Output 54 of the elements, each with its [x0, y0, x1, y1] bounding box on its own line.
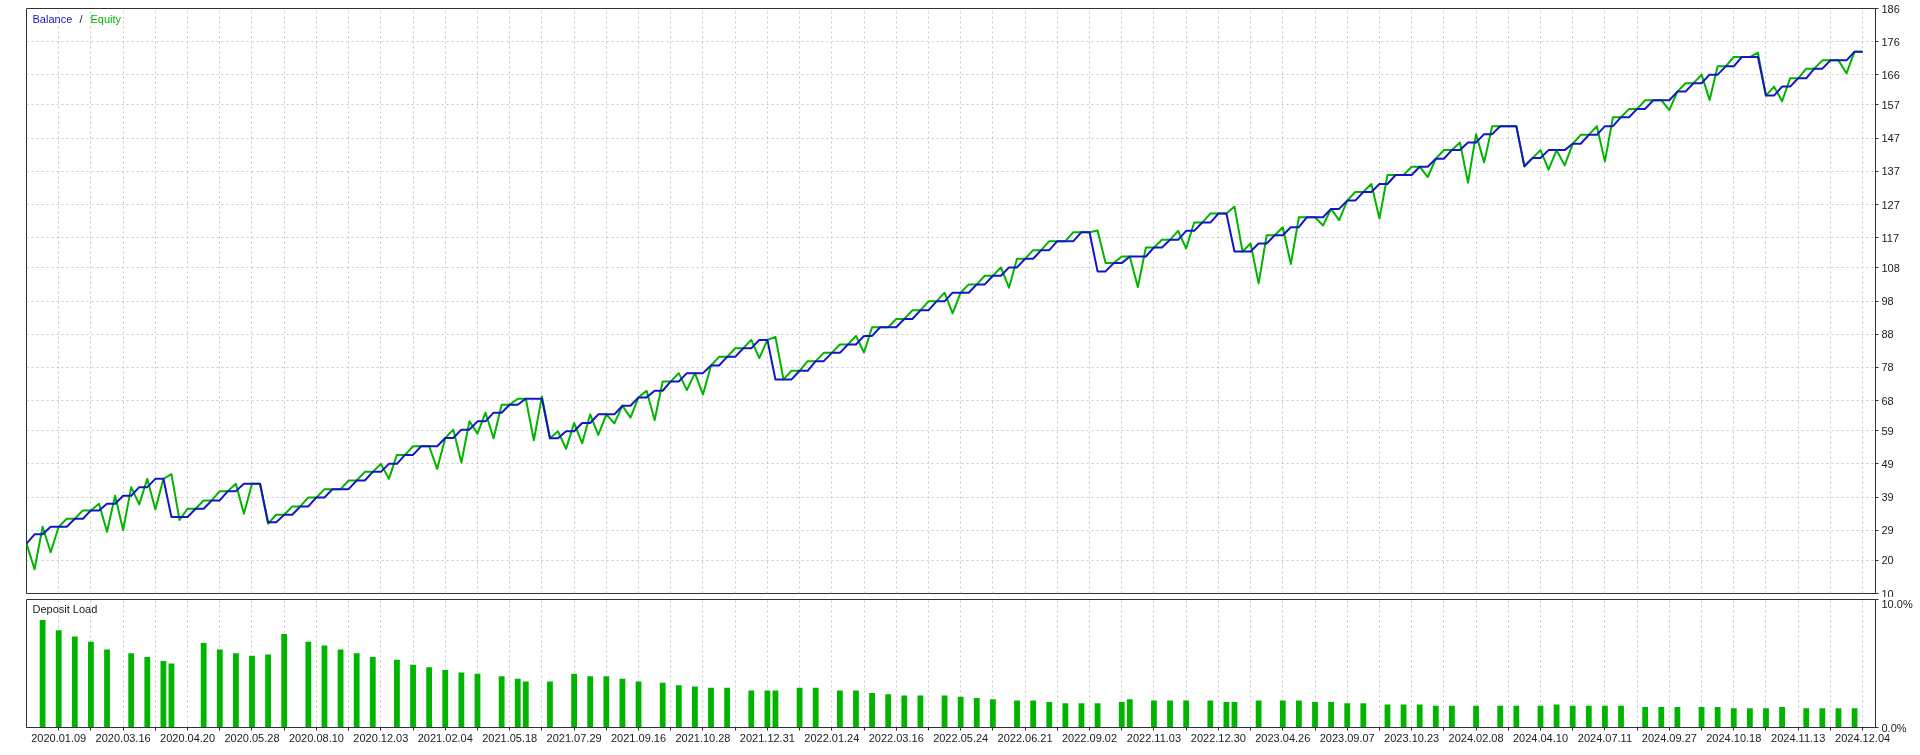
y-tick-label: 59	[1881, 424, 1894, 437]
chart-title: Deposit Load	[32, 602, 98, 615]
x-tick-label: 2024.09.27	[1641, 731, 1697, 744]
y-tick-label: 176	[1881, 35, 1900, 48]
x-tick-label: 2023.09.07	[1319, 731, 1375, 744]
x-tick-label: 2021.07.29	[546, 731, 602, 744]
x-tick-label: 2020.08.10	[288, 731, 344, 744]
x-tick-label: 2024.11.13	[1771, 731, 1826, 744]
x-tick-label: 2024.04.10	[1512, 731, 1569, 744]
y-tick-label: 10.0%	[1881, 597, 1913, 610]
x-tick-label: 2023.04.26	[1255, 731, 1311, 744]
y-tick-label: 137	[1881, 165, 1900, 178]
x-tick-label: 2022.12.30	[1190, 731, 1246, 744]
x-tick-label: 2024.02.08	[1448, 731, 1504, 744]
x-tick-label: 2022.03.16	[868, 731, 924, 744]
y-tick-label: 157	[1881, 98, 1900, 111]
x-tick-label: 2020.12.03	[353, 731, 409, 744]
y-tick-label: 186	[1881, 2, 1900, 15]
x-tick-label: 2022.05.24	[933, 731, 989, 744]
x-tick-label: 2020.03.16	[95, 731, 151, 744]
y-tick-label: 20	[1881, 554, 1894, 567]
y-tick-label: 10	[1881, 587, 1894, 600]
x-tick-label: 2022.01.24	[804, 731, 860, 744]
y-tick-label: 88	[1881, 328, 1894, 341]
x-tick-label: 2021.12.31	[739, 731, 795, 744]
y-tick-label: 0.0%	[1881, 721, 1907, 734]
y-tick-label: 108	[1881, 261, 1900, 274]
x-tick-label: 2020.04.20	[160, 731, 216, 744]
annotation: /	[79, 12, 84, 25]
y-tick-label: 68	[1881, 394, 1894, 407]
y-tick-label: 78	[1881, 361, 1894, 374]
x-tick-label: 2021.10.28	[675, 731, 731, 744]
y-tick-label: 39	[1881, 491, 1894, 504]
y-tick-label: 49	[1881, 457, 1894, 470]
y-tick-label: 166	[1881, 68, 1900, 81]
x-tick-label: 2023.10.23	[1384, 731, 1440, 744]
y-tick-label: 127	[1881, 198, 1900, 211]
y-tick-label: 147	[1881, 132, 1900, 145]
x-tick-label: 2021.02.04	[417, 731, 473, 744]
x-tick-label: 2022.06.21	[997, 731, 1053, 744]
text: Balance	[32, 12, 73, 25]
x-tick-label: 2024.10.18	[1706, 731, 1762, 744]
x-tick-label: 2022.11.03	[1126, 731, 1182, 744]
y-tick-label: 29	[1881, 524, 1894, 537]
x-tick-label: 2024.07.11	[1577, 731, 1633, 744]
x-tick-label: 2020.01.09	[31, 731, 87, 744]
x-tick-label: 2022.09.02	[1061, 731, 1118, 744]
x-tick-label: 2021.05.18	[482, 731, 538, 744]
x-tick-label: 2020.05.28	[224, 731, 280, 744]
x-tick-label: 2024.12.04	[1835, 731, 1891, 744]
text: Equity	[90, 12, 122, 25]
y-tick-label: 117	[1881, 231, 1900, 244]
x-tick-label: 2021.09.16	[611, 731, 667, 744]
y-tick-label: 98	[1881, 295, 1894, 307]
